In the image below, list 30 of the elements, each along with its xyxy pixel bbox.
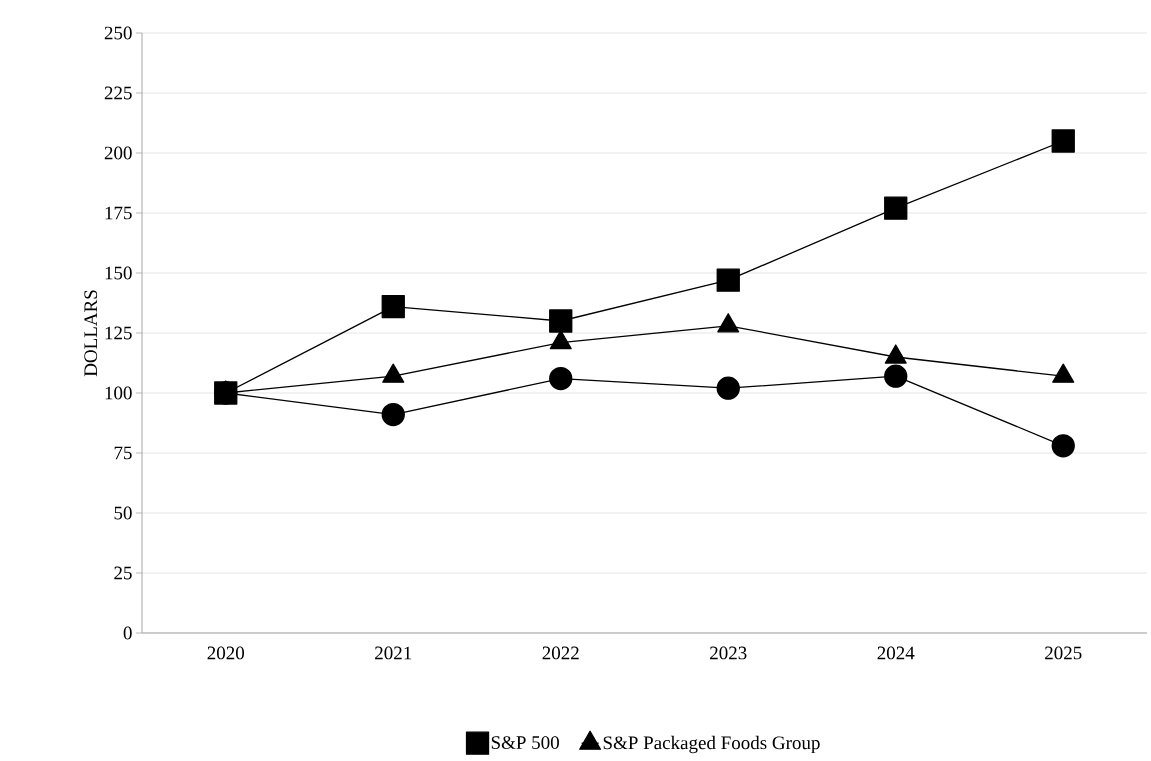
y-tick-label: 0 bbox=[123, 626, 132, 640]
y-tick-label: 75 bbox=[114, 446, 132, 460]
y-tick-label: 25 bbox=[114, 566, 132, 580]
y-axis-title: DOLLARS bbox=[84, 290, 98, 377]
point bbox=[884, 196, 908, 220]
x-tick-label: 2023 bbox=[710, 646, 747, 660]
y-tick-label: 250 bbox=[104, 26, 132, 40]
y-tick-label: 125 bbox=[105, 326, 132, 340]
point bbox=[381, 402, 405, 427]
x-tick-label: 2025 bbox=[1045, 646, 1082, 660]
point bbox=[716, 376, 740, 400]
legend-label: S&P Packaged Foods Group bbox=[603, 735, 820, 754]
point bbox=[381, 294, 405, 319]
legend-label: S&P 500 bbox=[491, 736, 559, 749]
y-tick-label: 225 bbox=[104, 86, 132, 100]
y-tick-label: 100 bbox=[105, 386, 132, 400]
point bbox=[1051, 129, 1075, 153]
y-tick-label: 50 bbox=[114, 506, 132, 520]
x-tick-label: 2020 bbox=[207, 646, 245, 660]
y-tick-label: 175 bbox=[105, 206, 132, 220]
y-tick-label: 150 bbox=[105, 266, 132, 280]
point bbox=[716, 268, 740, 292]
y-tick-label: 200 bbox=[104, 146, 132, 160]
x-tick-label: 2021 bbox=[375, 646, 412, 660]
point bbox=[549, 366, 573, 391]
x-tick-label: 2022 bbox=[542, 646, 579, 660]
point bbox=[884, 364, 908, 388]
point bbox=[1051, 434, 1075, 458]
x-tick-label: 2024 bbox=[877, 646, 915, 660]
point bbox=[549, 309, 573, 333]
